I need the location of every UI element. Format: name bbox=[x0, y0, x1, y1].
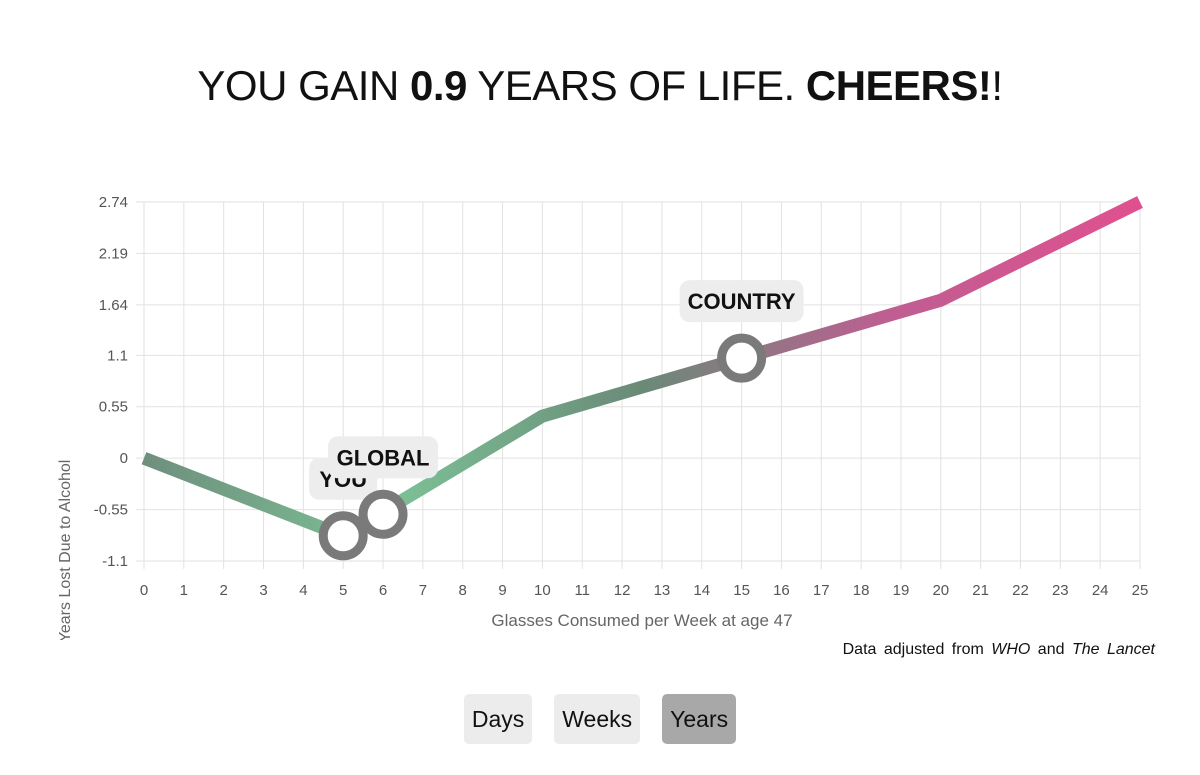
credit-prefix: Data adjusted from bbox=[842, 641, 992, 658]
x-tick-label: 25 bbox=[1132, 582, 1149, 599]
marker-label: GLOBAL bbox=[337, 445, 430, 470]
x-tick-label: 12 bbox=[614, 582, 631, 599]
x-tick-label: 11 bbox=[574, 582, 590, 599]
headline-prefix: YOU GAIN bbox=[197, 62, 410, 109]
y-tick-label: -0.55 bbox=[94, 502, 128, 519]
y-tick-label: 0.55 bbox=[99, 399, 128, 416]
marker-point bbox=[717, 333, 767, 383]
years-button[interactable]: Years bbox=[662, 694, 737, 744]
days-button[interactable]: Days bbox=[463, 694, 533, 744]
x-tick-label: 15 bbox=[733, 582, 750, 599]
x-tick-label: 13 bbox=[654, 582, 671, 599]
marker-country: COUNTRY bbox=[679, 280, 804, 383]
chart-grid bbox=[136, 201, 1141, 569]
x-tick-label: 16 bbox=[773, 582, 790, 599]
x-tick-label: 24 bbox=[1092, 582, 1109, 599]
x-tick-label: 21 bbox=[972, 582, 989, 599]
page-title: YOU GAIN 0.9 YEARS OF LIFE. CHEERS!! bbox=[0, 62, 1200, 110]
credit-source-lancet: The Lancet bbox=[1071, 641, 1155, 658]
x-tick-label: 20 bbox=[932, 582, 949, 599]
headline-suffix: ! bbox=[991, 62, 1003, 109]
time-unit-toggle: Days Weeks Years bbox=[0, 694, 1200, 744]
y-tick-label: 2.74 bbox=[99, 194, 128, 211]
y-tick-label: 1.64 bbox=[99, 297, 128, 314]
x-tick-label: 7 bbox=[419, 582, 427, 599]
series-line-path bbox=[141, 196, 1143, 543]
x-tick-label: 1 bbox=[180, 582, 188, 599]
y-axis-label: Years Lost Due to Alcohol bbox=[57, 460, 74, 640]
x-tick-label: 0 bbox=[140, 582, 148, 599]
x-tick-label: 22 bbox=[1012, 582, 1029, 599]
x-tick-label: 14 bbox=[693, 582, 710, 599]
headline-middle: YEARS OF LIFE. bbox=[466, 62, 806, 109]
marker-callout bbox=[679, 280, 804, 323]
x-tick-label: 6 bbox=[379, 582, 387, 599]
credit-source-who: WHO bbox=[991, 641, 1031, 658]
x-tick-label: 2 bbox=[220, 582, 228, 599]
x-tick-label: 19 bbox=[893, 582, 910, 599]
headline-value: 0.9 bbox=[409, 62, 467, 109]
y-axis-ticks: 2.74 2.19 1.64 1.1 0.55 0 -0.55 -1.1 bbox=[94, 194, 128, 570]
x-tick-label: 5 bbox=[339, 582, 347, 599]
x-tick-label: 8 bbox=[459, 582, 467, 599]
y-tick-label: 1.1 bbox=[107, 347, 128, 364]
series-line bbox=[141, 196, 1143, 543]
x-axis-label: Glasses Consumed per Week at age 47 bbox=[491, 611, 792, 630]
y-tick-label: 2.19 bbox=[99, 245, 128, 262]
x-tick-label: 17 bbox=[813, 582, 830, 599]
x-axis-ticks: 0 1 2 3 4 5 6 7 8 9 10 11 12 13 14 15 16 17 18 19 20 21 22 23 24… bbox=[140, 582, 1149, 599]
x-tick-label: 4 bbox=[299, 582, 307, 599]
x-tick-label: 23 bbox=[1052, 582, 1069, 599]
x-tick-label: 10 bbox=[534, 582, 551, 599]
marker-global: GLOBAL bbox=[328, 436, 439, 539]
y-tick-label: 0 bbox=[120, 450, 128, 467]
marker-label: COUNTRY bbox=[688, 289, 796, 314]
x-tick-label: 18 bbox=[853, 582, 870, 599]
credit-joiner: and bbox=[1030, 641, 1072, 658]
y-tick-label: -1.1 bbox=[102, 553, 128, 570]
x-tick-label: 9 bbox=[498, 582, 506, 599]
x-tick-label: 3 bbox=[259, 582, 267, 599]
marker-point bbox=[318, 511, 368, 561]
marker-point bbox=[358, 489, 408, 539]
marker-callout bbox=[328, 436, 439, 479]
data-source-credit: Data adjusted from WHO and The Lancet bbox=[843, 641, 1155, 659]
weeks-button[interactable]: Weeks bbox=[554, 694, 641, 744]
headline-cheer: CHEERS! bbox=[805, 62, 992, 109]
